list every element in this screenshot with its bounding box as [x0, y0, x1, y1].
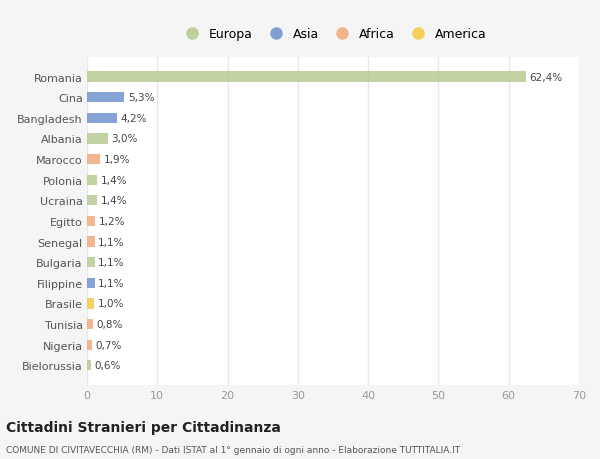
Text: 1,0%: 1,0% — [98, 299, 124, 309]
Bar — [87, 319, 92, 330]
Text: 1,4%: 1,4% — [100, 196, 127, 206]
Legend: Europa, Asia, Africa, America: Europa, Asia, Africa, America — [176, 26, 490, 44]
Text: 1,1%: 1,1% — [98, 257, 125, 268]
Text: 62,4%: 62,4% — [529, 73, 562, 83]
Text: 1,9%: 1,9% — [104, 155, 130, 165]
Bar — [87, 175, 97, 185]
Text: 5,3%: 5,3% — [128, 93, 154, 103]
Text: 1,4%: 1,4% — [100, 175, 127, 185]
Bar — [87, 93, 124, 103]
Text: 1,1%: 1,1% — [98, 278, 125, 288]
Text: 4,2%: 4,2% — [120, 113, 146, 123]
Text: 1,1%: 1,1% — [98, 237, 125, 247]
Bar — [87, 299, 94, 309]
Bar — [87, 216, 95, 227]
Bar — [87, 113, 116, 124]
Bar — [87, 196, 97, 206]
Text: 0,7%: 0,7% — [95, 340, 122, 350]
Bar — [87, 237, 95, 247]
Text: 3,0%: 3,0% — [112, 134, 138, 144]
Bar — [87, 155, 100, 165]
Bar — [87, 72, 526, 83]
Bar — [87, 340, 92, 350]
Bar — [87, 257, 95, 268]
Text: COMUNE DI CIVITAVECCHIA (RM) - Dati ISTAT al 1° gennaio di ogni anno - Elaborazi: COMUNE DI CIVITAVECCHIA (RM) - Dati ISTA… — [6, 445, 460, 454]
Bar — [87, 360, 91, 370]
Text: Cittadini Stranieri per Cittadinanza: Cittadini Stranieri per Cittadinanza — [6, 420, 281, 435]
Bar — [87, 278, 95, 288]
Text: 0,8%: 0,8% — [96, 319, 122, 330]
Text: 1,2%: 1,2% — [99, 217, 125, 226]
Bar — [87, 134, 108, 144]
Text: 0,6%: 0,6% — [95, 360, 121, 370]
